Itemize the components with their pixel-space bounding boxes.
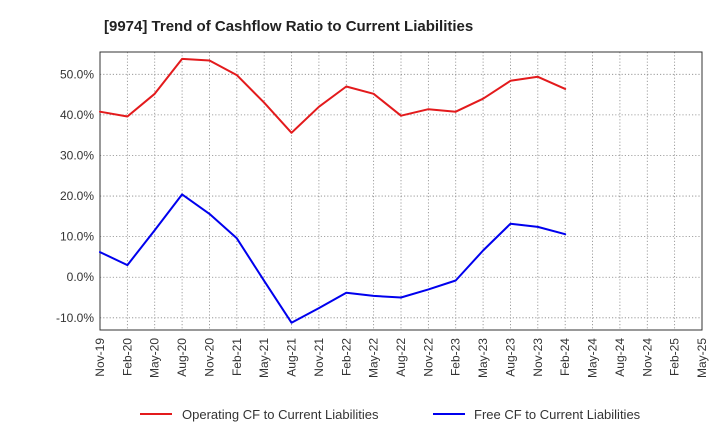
x-tick-label: Aug-23 — [503, 338, 517, 377]
x-tick-label: May-24 — [586, 338, 600, 378]
x-tick-label: Aug-21 — [285, 338, 299, 377]
x-tick-label: Aug-20 — [175, 338, 189, 377]
plot-background — [100, 52, 702, 330]
plot-area: 50.0% 40.0% 30.0% 20.0% 10.0% 0.0% -10.0% Nov-1… — [56, 51, 709, 378]
x-tick-label: May-22 — [367, 338, 381, 378]
plot-border — [99, 51, 703, 331]
legend-label-2: Free CF to Current Liabilities — [474, 407, 641, 422]
x-tick-label: Feb-23 — [449, 338, 463, 376]
x-tick-label: Feb-22 — [339, 338, 353, 376]
x-tick-label: Nov-23 — [531, 338, 545, 377]
x-tick-label: Nov-19 — [93, 338, 107, 377]
x-tick-label: May-23 — [476, 338, 490, 378]
x-tick-label: Nov-21 — [312, 338, 326, 377]
x-tick-label: May-21 — [257, 338, 271, 378]
series-line-1 — [99, 57, 567, 134]
x-tick-label: Aug-22 — [394, 338, 408, 377]
y-tick-label: -10.0% — [56, 311, 94, 325]
y-tick-label: 10.0% — [60, 230, 94, 244]
x-tick-label: Nov-20 — [202, 338, 216, 377]
x-tick-label: Aug-24 — [613, 338, 627, 377]
legend: Operating CF to Current Liabilities Free … — [140, 407, 641, 422]
y-tick-label: 30.0% — [60, 148, 94, 162]
x-tick-label: Feb-20 — [120, 338, 134, 376]
x-tick-label: Nov-24 — [640, 338, 654, 377]
x-tick-label: May-25 — [695, 338, 709, 378]
series-line-2 — [99, 193, 567, 324]
x-tick-label: Feb-25 — [668, 338, 682, 376]
x-tick-label: Feb-21 — [230, 338, 244, 376]
x-tick-label: Nov-22 — [421, 338, 435, 377]
x-tick-label: May-20 — [148, 338, 162, 378]
x-tick-label: Feb-24 — [558, 338, 572, 376]
chart-title: [9974] Trend of Cashflow Ratio to Curren… — [104, 18, 473, 35]
y-tick-label: 0.0% — [67, 270, 95, 284]
y-tick-label: 20.0% — [60, 189, 94, 203]
y-tick-label: 50.0% — [60, 67, 94, 81]
legend-label-1: Operating CF to Current Liabilities — [182, 407, 379, 422]
y-tick-label: 40.0% — [60, 108, 94, 122]
